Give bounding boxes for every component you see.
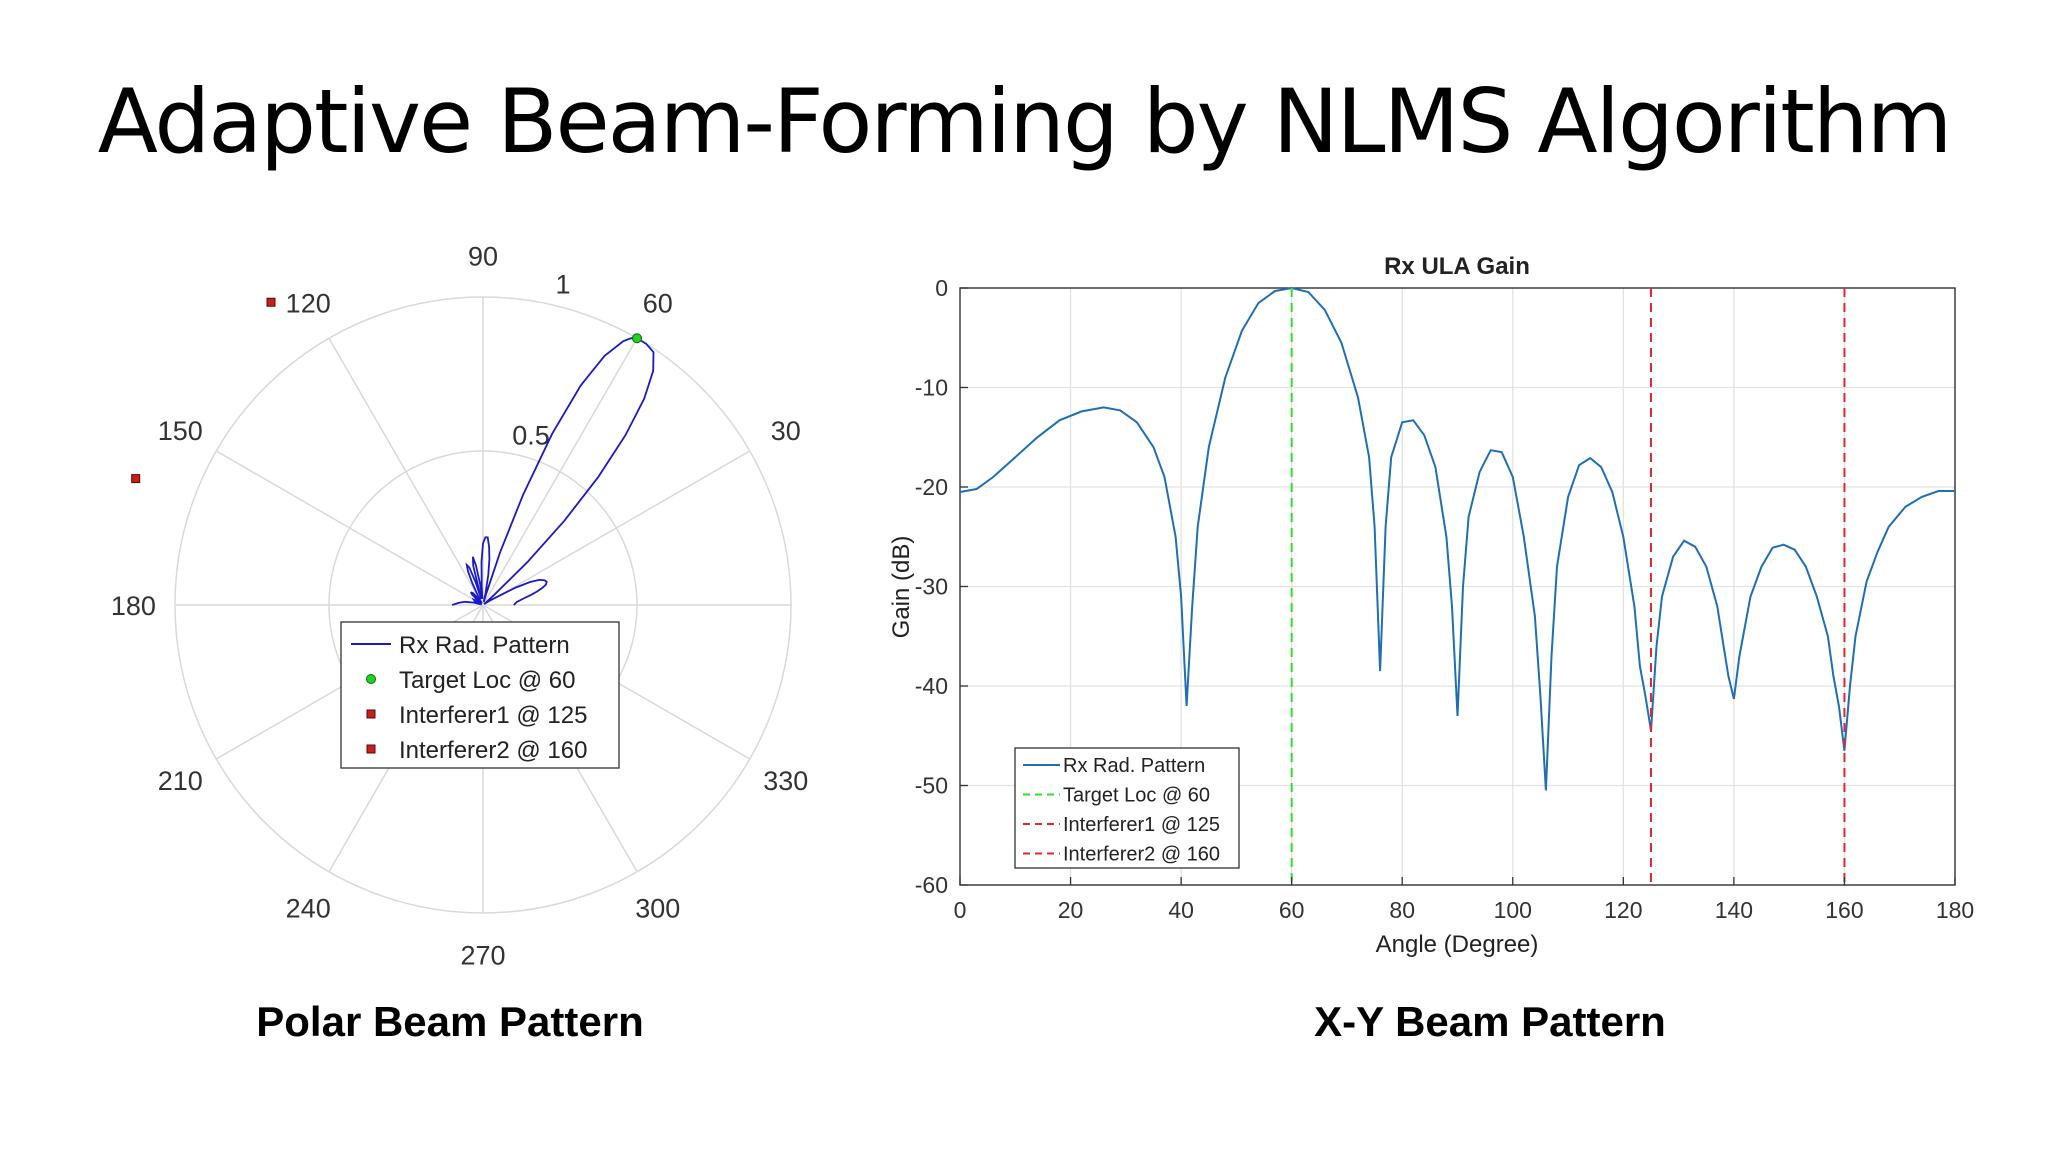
polar-angle-tick: 30 [771, 416, 801, 446]
xy-legend-label: Target Loc @ 60 [1063, 785, 1210, 807]
polar-angle-tick: 60 [643, 288, 673, 318]
polar-angle-tick: 240 [286, 894, 331, 924]
xy-chart-title: Rx ULA Gain [1384, 253, 1530, 280]
polar-angle-tick: 270 [460, 941, 505, 971]
x-tick-label: 180 [1936, 897, 1974, 923]
x-tick-label: 140 [1715, 897, 1753, 923]
y-tick-label: -60 [915, 872, 948, 898]
polar-spoke [482, 337, 638, 606]
y-tick-label: -50 [915, 773, 948, 799]
xy-legend-label: Rx Rad. Pattern [1063, 755, 1205, 777]
x-tick-label: 80 [1389, 897, 1415, 923]
interferer-marker [266, 297, 276, 307]
polar-angle-tick: 150 [158, 416, 203, 446]
interferer-marker [131, 474, 141, 484]
polar-legend-interferer-marker [366, 744, 376, 754]
polar-pattern-curve [451, 337, 655, 606]
polar-angle-tick: 120 [286, 288, 331, 318]
polar-radial-tick: 0.5 [512, 420, 550, 450]
x-tick-label: 60 [1279, 897, 1305, 923]
xy-legend-label: Interferer2 @ 160 [1063, 844, 1220, 866]
polar-legend-label: Rx Rad. Pattern [399, 632, 570, 659]
polar-caption: Polar Beam Pattern [256, 998, 644, 1045]
polar-angle-tick: 300 [635, 894, 680, 924]
x-tick-label: 100 [1494, 897, 1532, 923]
x-axis-label: Angle (Degree) [1376, 931, 1539, 958]
polar-grid [174, 296, 792, 914]
polar-legend-label: Interferer2 @ 160 [399, 737, 587, 764]
polar-spoke [482, 450, 751, 606]
polar-angle-ticks: 0306090120150180210240270300330 [111, 241, 808, 971]
x-tick-label: 20 [1058, 897, 1084, 923]
polar-legend-label: Interferer1 @ 125 [399, 702, 587, 729]
xy-legend-box [1014, 747, 1240, 869]
xy-tick-labels: 0 20 40 60 80 100 120 140 160 180 0 -10 -20 -30 -40 -50… [915, 275, 1974, 923]
gain-curve [959, 286, 1955, 791]
polar-angle-tick: 180 [111, 591, 156, 621]
xy-series [959, 286, 1955, 885]
polar-legend: Rx Rad. Pattern Target Loc @ 60 Interferer… [340, 621, 620, 769]
polar-beam-chart: 0306090120150180210240270300330 0.51 Rx … [111, 241, 808, 971]
polar-series [131, 297, 655, 606]
y-tick-label: 0 [935, 275, 948, 301]
polar-legend-label: Target Loc @ 60 [399, 667, 575, 694]
polar-radial-ticks: 0.51 [512, 270, 570, 451]
polar-angle-tick: 330 [763, 766, 808, 796]
x-tick-label: 40 [1168, 897, 1194, 923]
target-marker [632, 333, 642, 344]
polar-radial-tick: 1 [556, 270, 571, 300]
y-tick-label: -40 [915, 673, 948, 699]
y-axis-label: Gain (dB) [888, 536, 915, 639]
xy-caption: X-Y Beam Pattern [1314, 998, 1666, 1045]
polar-legend-target-marker [366, 674, 376, 684]
slide-title: Adaptive Beam-Forming by NLMS Algorithm [97, 70, 1953, 173]
xy-legend: Rx Rad. Pattern Target Loc @ 60 Interferer… [1014, 747, 1240, 869]
polar-legend-interferer-marker [366, 709, 376, 719]
polar-angle-tick: 210 [158, 766, 203, 796]
x-tick-label: 160 [1825, 897, 1863, 923]
polar-angle-tick: 90 [468, 241, 498, 271]
polar-legend-box [340, 621, 620, 769]
polar-spoke [215, 450, 484, 606]
y-tick-label: -30 [915, 574, 948, 600]
polar-spoke [328, 337, 484, 606]
x-tick-label: 0 [954, 897, 967, 923]
y-tick-label: -20 [915, 474, 948, 500]
xy-gain-chart: Rx ULA Gain 0 20 40 60 80 100 120 140 160 180 0 -10… [888, 253, 1974, 958]
x-tick-label: 120 [1604, 897, 1642, 923]
xy-legend-label: Interferer1 @ 125 [1063, 814, 1220, 836]
y-tick-label: -10 [915, 375, 948, 401]
